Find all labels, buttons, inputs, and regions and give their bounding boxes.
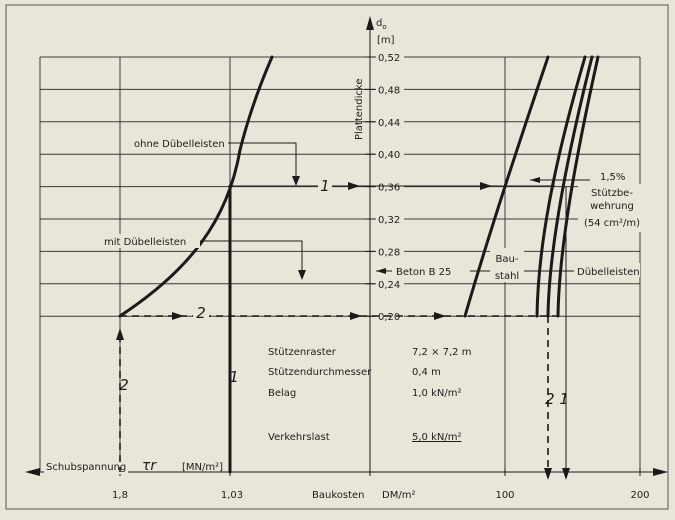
y-tick-label-0: 0,52 (378, 53, 400, 64)
y-tick-bg-6 (376, 244, 404, 258)
x-tick-1-03: 1,03 (221, 490, 243, 501)
label-mit: mit Dübelleisten (104, 237, 186, 248)
curve-shear-stress (118, 55, 274, 318)
curve-duebel-1 (546, 55, 594, 318)
path-1-arrow-a (348, 182, 360, 190)
param-name-2: Belag (268, 388, 296, 399)
label-baustahl-2: stahl (495, 271, 519, 282)
path-1-label-bg (318, 179, 332, 193)
param-value-1: 0,4 m (412, 367, 441, 378)
param-name-0: Stützenraster (268, 347, 337, 358)
y-tick-bg-0 (376, 50, 404, 63)
bracket-arrow-left (376, 268, 386, 274)
y-axis-arrow (366, 16, 374, 30)
x-axis-arrow-right (653, 468, 668, 476)
pointer-ohne (228, 142, 297, 178)
label-stuetz-2: wehrung (590, 201, 634, 212)
path-2-arrow-a (172, 312, 184, 320)
ohne-bg (132, 136, 228, 150)
y-tick-bg-7 (376, 276, 404, 290)
x-right-label: Baukosten (312, 490, 365, 501)
y-tick-label-5: 0,32 (378, 215, 400, 226)
curve-baustahl (535, 55, 587, 318)
x-tick-1-8: 1,8 (112, 490, 128, 501)
param-value-3: 5,0 kN/m² (412, 432, 461, 443)
param-value-0: 7,2 × 7,2 m (412, 347, 471, 358)
parameter-block: Stützenraster 7,2 × 7,2 m Stützendurchme… (268, 347, 471, 443)
label-stuetz-1: Stützbe- (591, 188, 633, 199)
y-tick-bg-3 (376, 147, 404, 161)
drop-1-right-arrow (562, 468, 570, 480)
curve-duebel-2 (556, 55, 600, 318)
label-baustahl-1: Bau- (496, 254, 519, 265)
x-axis-arrow-left (25, 468, 40, 476)
beton-bg (392, 263, 470, 277)
y-tick-label-3: 0,40 (378, 150, 400, 161)
label-duebel: Dübelleisten (577, 267, 640, 278)
param-name-1: Stützendurchmesser (268, 367, 372, 378)
curve-beton (463, 55, 550, 318)
y-tick-label-8: 0,20 (378, 312, 400, 323)
x-tick-100: 100 (495, 490, 514, 501)
path-2-arrow-c (434, 312, 446, 320)
y-axis-title: Plattendicke (354, 79, 365, 140)
y-tick-bg-2 (376, 114, 404, 128)
x-left-unit: [MN/m²] (182, 462, 223, 473)
label-beton: Beton B 25 (396, 267, 451, 278)
outer-border (5, 4, 669, 510)
tau-symbol: τr (142, 458, 157, 474)
x-right-unit: DM/m² (382, 490, 415, 501)
y-tick-label-1: 0,48 (378, 85, 400, 96)
y-tick-label-4: 0,36 (378, 183, 400, 194)
pointer-ohne-arrow (292, 176, 300, 186)
stuetz-bg (578, 184, 642, 232)
y-symbol: do (376, 18, 387, 31)
drop-2-left-arrow (116, 328, 124, 340)
schub-label-bg (44, 460, 128, 474)
mit-bg (102, 234, 200, 248)
y-tick-label-7: 0,24 (378, 280, 400, 291)
bottom-label-1: 1 (229, 368, 239, 386)
bottom-label-21: 2 1 (545, 390, 569, 408)
label-ohne: ohne Dübelleisten (134, 139, 225, 150)
y-ticks: 0,52 0,48 0,44 0,40 0,36 0,32 0,28 0,24 0,20 (365, 50, 404, 323)
y-unit: [m] (377, 35, 395, 46)
path-2-label: 2 (196, 304, 206, 322)
y-tick-label-6: 0,28 (378, 247, 400, 258)
duebel-bg (574, 263, 640, 277)
path-1-label: 1 (320, 177, 330, 195)
y-tick-label-2: 0,44 (378, 118, 400, 129)
pointer-mit (200, 240, 303, 272)
baustahl-bg (490, 248, 524, 282)
x-left-label: Schubspannung (46, 462, 126, 473)
y-tick-bg-5 (376, 212, 404, 225)
bottom-label-2: 2 (119, 376, 129, 394)
pointer-mit-arrow (298, 270, 306, 280)
x-tick-200: 200 (630, 490, 649, 501)
drop-2-right-arrow (544, 468, 552, 480)
label-pct: 1,5% (600, 172, 625, 183)
param-name-3: Verkehrslast (268, 432, 330, 443)
path-2-label-bg (193, 305, 209, 321)
label-stuetz-3: (54 cm²/m) (584, 218, 640, 229)
pct-arrow (530, 177, 540, 183)
y-tick-bg-1 (376, 82, 404, 96)
param-value-2: 1,0 kN/m² (412, 388, 461, 399)
path-2-arrow-b (350, 312, 362, 320)
path-1-arrow-b (480, 182, 492, 190)
